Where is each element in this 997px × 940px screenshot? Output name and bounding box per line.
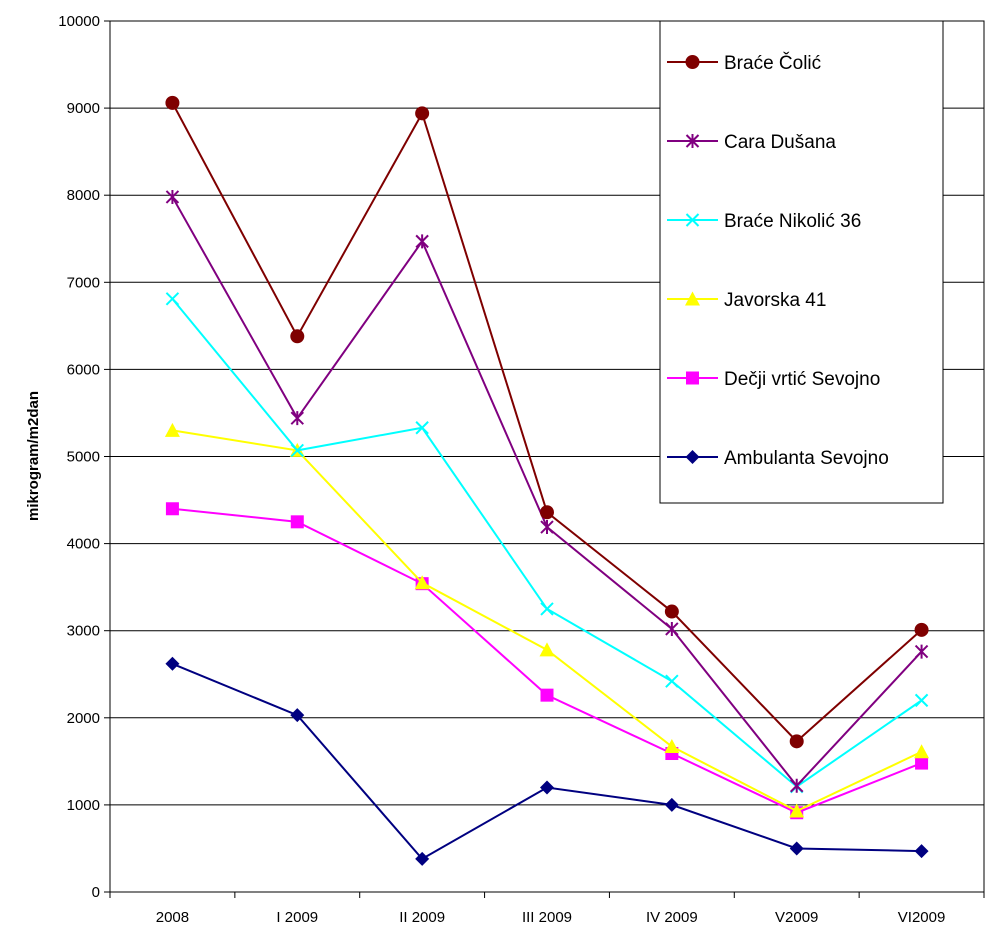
data-point-ambulanta-sevojno bbox=[165, 656, 180, 671]
y-tick-label: 1000 bbox=[67, 797, 100, 814]
legend-marker-diamond-icon bbox=[685, 450, 700, 464]
x-tick-label: VI2009 bbox=[898, 909, 946, 926]
data-point-brace-nikolic-36 bbox=[540, 602, 554, 616]
data-point-brace-nikolic-36 bbox=[665, 674, 679, 688]
y-tick-label: 10000 bbox=[58, 13, 100, 30]
data-point-brace-colic bbox=[914, 622, 929, 637]
axes: 0 1000 2000 3000 4000 5000 6000 7000 8000 9000 100… bbox=[58, 13, 985, 926]
x-tick-label: I 2009 bbox=[276, 909, 318, 926]
series-ambulanta-sevojno bbox=[165, 656, 929, 866]
legend-marker-square-icon bbox=[686, 371, 699, 385]
series-cara-dusana bbox=[165, 189, 929, 793]
y-tick-label: 4000 bbox=[67, 536, 100, 553]
y-tick-label: 8000 bbox=[67, 187, 100, 204]
legend-marker-triangle-icon bbox=[685, 291, 700, 306]
data-point-brace-colic bbox=[664, 604, 679, 619]
y-tick-label: 3000 bbox=[67, 623, 100, 640]
data-point-cara-dusana bbox=[540, 520, 554, 535]
data-point-decji-vrtic-sevojno bbox=[290, 515, 304, 529]
x-tick-label: V2009 bbox=[775, 909, 818, 926]
data-point-ambulanta-sevojno bbox=[290, 708, 305, 723]
legend: Braće Čolić Cara Dušana Braće Nikolić 36 Ja… bbox=[659, 20, 944, 504]
data-point-ambulanta-sevojno bbox=[914, 844, 929, 859]
data-point-brace-colic bbox=[165, 95, 180, 110]
series-group bbox=[164, 95, 930, 866]
legend-label: Braće Nikolić 36 bbox=[724, 211, 861, 232]
legend-item-decji-vrtic-sevojno: Dečji vrtić Sevojno bbox=[667, 369, 880, 390]
data-point-brace-nikolic-36 bbox=[914, 693, 929, 708]
legend-marker-circle-icon bbox=[685, 55, 700, 69]
y-axis-label: mikrogram/m2dan bbox=[25, 391, 42, 521]
data-point-decji-vrtic-sevojno bbox=[540, 688, 554, 702]
data-point-brace-colic bbox=[415, 106, 430, 121]
x-tick-label: II 2009 bbox=[399, 909, 445, 926]
legend-label: Javorska 41 bbox=[724, 290, 826, 311]
legend-label: Cara Dušana bbox=[724, 132, 836, 153]
y-tick-label: 6000 bbox=[67, 361, 100, 378]
legend-marker-asterisk-icon bbox=[685, 134, 700, 148]
data-point-cara-dusana bbox=[290, 411, 304, 426]
legend-item-brace-nikolic-36: Braće Nikolić 36 bbox=[667, 211, 861, 232]
data-point-javorska-41 bbox=[539, 642, 555, 657]
data-point-ambulanta-sevojno bbox=[540, 780, 554, 795]
data-point-cara-dusana bbox=[665, 621, 679, 636]
legend-marker-x-icon bbox=[685, 213, 700, 227]
data-point-cara-dusana bbox=[790, 778, 804, 793]
data-point-decji-vrtic-sevojno bbox=[165, 502, 179, 516]
data-point-brace-nikolic-36 bbox=[415, 421, 429, 435]
data-point-brace-colic bbox=[789, 734, 804, 749]
data-point-cara-dusana bbox=[415, 234, 429, 249]
data-point-javorska-41 bbox=[789, 803, 805, 818]
y-tick-label: 7000 bbox=[67, 274, 100, 291]
y-tick-label: 9000 bbox=[67, 100, 100, 117]
legend-item-brace-colic: Braće Čolić bbox=[667, 52, 821, 74]
series-brace-colic bbox=[165, 95, 929, 749]
data-point-ambulanta-sevojno bbox=[415, 851, 430, 866]
data-point-javorska-41 bbox=[164, 422, 180, 437]
legend-label: Ambulanta Sevojno bbox=[724, 448, 889, 469]
legend-label: Braće Čolić bbox=[724, 52, 821, 74]
legend-box bbox=[659, 20, 944, 504]
data-point-ambulanta-sevojno bbox=[664, 797, 679, 812]
x-tick-label: III 2009 bbox=[522, 909, 572, 926]
data-point-brace-colic bbox=[290, 329, 305, 344]
data-point-brace-nikolic-36 bbox=[290, 443, 304, 458]
data-point-cara-dusana bbox=[914, 644, 929, 659]
y-tick-label: 0 bbox=[92, 884, 100, 901]
data-point-javorska-41 bbox=[414, 575, 430, 590]
data-point-javorska-41 bbox=[914, 744, 930, 759]
legend-item-cara-dusana: Cara Dušana bbox=[667, 132, 836, 153]
legend-item-ambulanta-sevojno: Ambulanta Sevojno bbox=[667, 448, 889, 469]
data-point-javorska-41 bbox=[664, 739, 680, 754]
legend-label: Dečji vrtić Sevojno bbox=[724, 369, 880, 390]
data-point-decji-vrtic-sevojno bbox=[915, 756, 929, 770]
y-tick-label: 5000 bbox=[67, 449, 100, 466]
x-tick-label: 2008 bbox=[156, 909, 189, 926]
data-point-brace-nikolic-36 bbox=[165, 292, 180, 306]
legend-item-javorska-41: Javorska 41 bbox=[667, 290, 826, 311]
data-point-ambulanta-sevojno bbox=[789, 841, 804, 856]
y-tick-label: 2000 bbox=[67, 710, 100, 727]
x-tick-label: IV 2009 bbox=[646, 909, 698, 926]
data-point-brace-colic bbox=[540, 505, 554, 520]
data-point-cara-dusana bbox=[165, 189, 180, 204]
